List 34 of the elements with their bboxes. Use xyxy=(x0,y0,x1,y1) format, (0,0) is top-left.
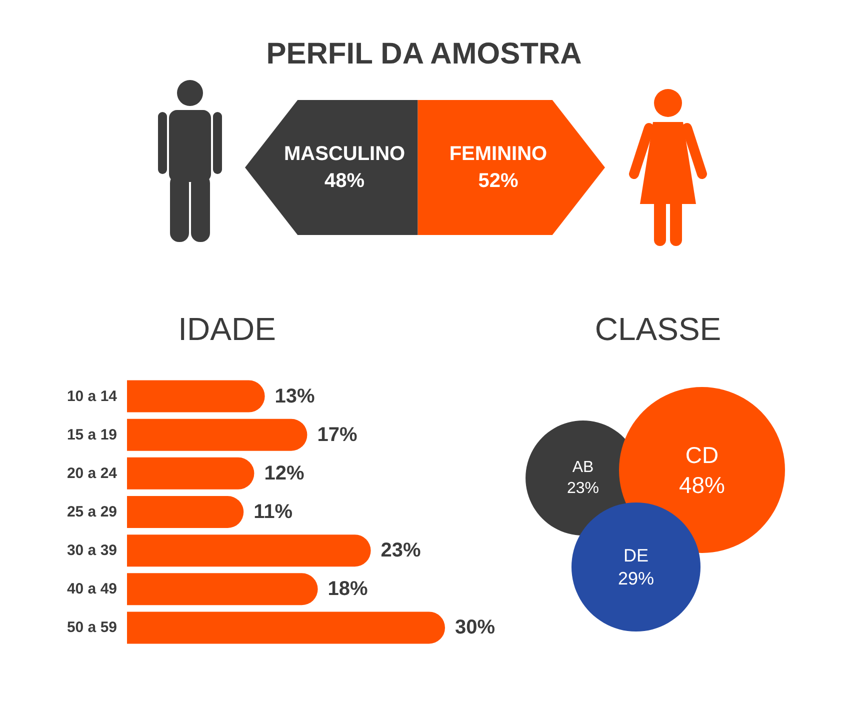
data-label: 23% xyxy=(380,540,422,562)
data-label: 17% xyxy=(317,424,358,446)
data-label: 12% xyxy=(264,462,304,484)
category-label: CD xyxy=(685,442,719,468)
y-tick-label: 30 a 39 xyxy=(66,542,117,560)
series-label: FEMININO xyxy=(449,143,548,165)
y-tick-label: 25 a 29 xyxy=(66,504,117,520)
bar xyxy=(127,380,265,412)
data-label: 11% xyxy=(254,501,293,523)
category-label: AB xyxy=(572,459,594,476)
data-label: 48% xyxy=(324,170,365,192)
bar xyxy=(127,418,308,451)
data-label: 48% xyxy=(678,472,726,498)
data-label: 29% xyxy=(618,568,654,589)
y-tick-label: 20 a 24 xyxy=(66,464,118,482)
y-tick-label: 50 a 59 xyxy=(66,619,117,636)
bar xyxy=(127,573,318,606)
y-tick-label: 40 a 49 xyxy=(66,580,117,598)
series-label: MASCULINO xyxy=(284,143,406,165)
data-label: 52% xyxy=(478,170,518,192)
data-label: 13% xyxy=(274,385,316,408)
text: CLASSE xyxy=(594,311,722,347)
category-label: DE xyxy=(623,545,649,566)
bar xyxy=(127,534,371,567)
chart-title: PERFIL DA AMOSTRA xyxy=(266,38,582,70)
y-tick-label: 15 a 19 xyxy=(66,426,117,444)
bar xyxy=(127,457,254,490)
data-label: 18% xyxy=(328,578,368,600)
data-label: 23% xyxy=(566,480,600,497)
chart-title: IDADE xyxy=(178,311,276,347)
y-tick-label: 10 a 14 xyxy=(66,388,118,405)
bar xyxy=(127,496,244,528)
data-label: 30% xyxy=(455,616,496,639)
bar xyxy=(127,612,445,644)
